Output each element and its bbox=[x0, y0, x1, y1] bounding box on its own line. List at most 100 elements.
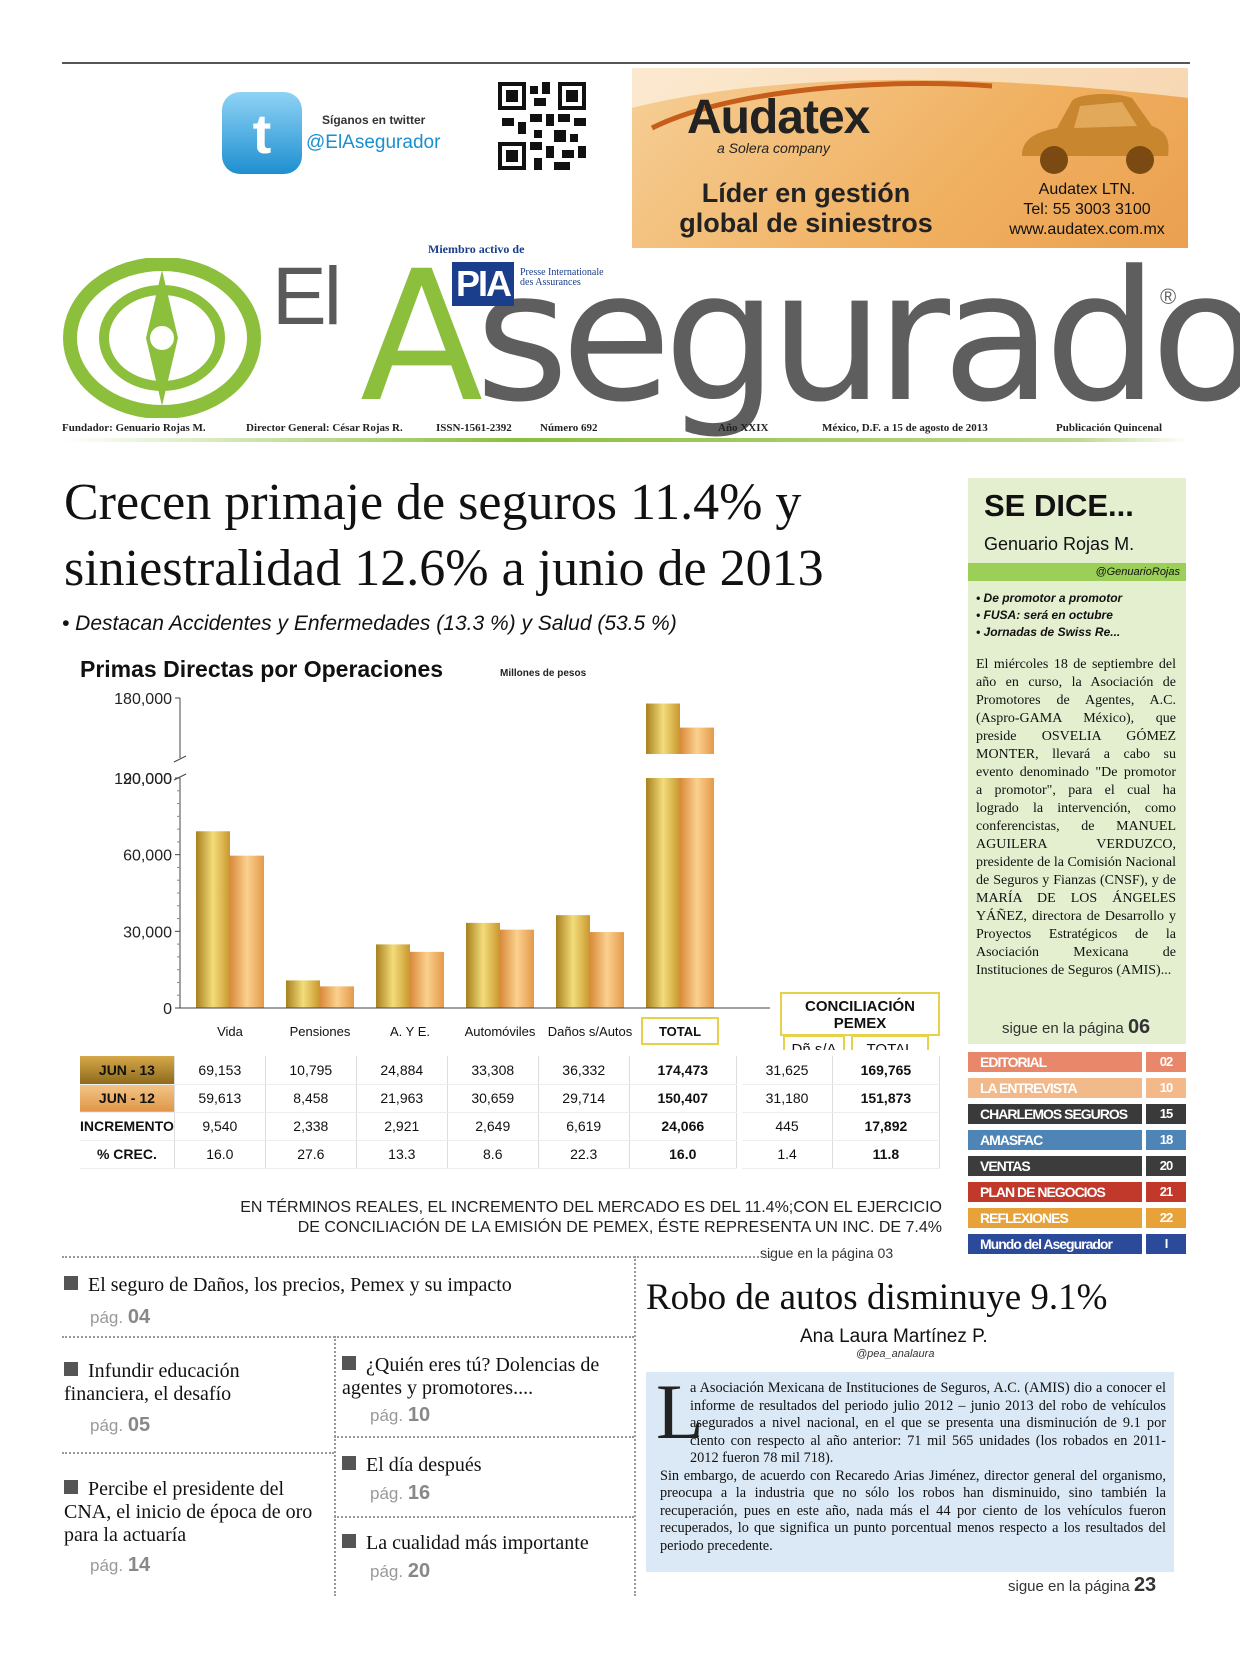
page-number: 14 bbox=[127, 1554, 151, 1576]
issue-number: Número 692 bbox=[540, 422, 598, 434]
ad-slogan: Líder en gestión global de siniestros bbox=[656, 178, 956, 238]
table-row: JUN - 13 69,153 10,795 24,884 33,308 36,332 17… bbox=[80, 1056, 941, 1085]
x-category-label: A. Y E. bbox=[390, 1024, 430, 1039]
table-cell: 29,714 bbox=[538, 1084, 630, 1113]
article-link-cna[interactable]: Percibe el presidente del CNA, el inicio… bbox=[64, 1478, 324, 1547]
section-link[interactable]: EDITORIAL 02 bbox=[968, 1052, 1186, 1072]
divider bbox=[334, 1436, 634, 1438]
headline-line-2: siniestralidad 12.6% a junio de 2013 bbox=[64, 540, 824, 597]
ad-subtitle: a Solera company bbox=[717, 140, 830, 156]
twitter-icon[interactable]: t bbox=[222, 92, 302, 174]
bar-jun12-upper bbox=[680, 727, 714, 754]
divider bbox=[334, 1336, 336, 1596]
footnote-line-1: EN TÉRMINOS REALES, EL INCREMENTO DEL ME… bbox=[240, 1199, 942, 1216]
sedice-author: Genuario Rojas M. bbox=[984, 534, 1135, 554]
masthead-title: Asegurador bbox=[360, 248, 1240, 428]
bar-jun12 bbox=[320, 986, 354, 1008]
page-number: 20 bbox=[407, 1560, 431, 1582]
y-tick-label: 0 bbox=[163, 1001, 172, 1018]
article-link-cualidad[interactable]: La cualidad más importante bbox=[342, 1532, 632, 1555]
bar-jun13 bbox=[556, 915, 590, 1008]
frequency: Publicación Quincenal bbox=[1056, 422, 1163, 434]
robo-body: a Asociación Mexicana de Instituciones d… bbox=[660, 1380, 1166, 1555]
section-name: PLAN DE NEGOCIOS bbox=[968, 1182, 1142, 1202]
section-link[interactable]: LA ENTREVISTA 10 bbox=[968, 1078, 1186, 1098]
masthead-el: El bbox=[272, 251, 342, 342]
sedice-bullet: • De promotor a promotor bbox=[976, 591, 1123, 605]
section-link[interactable]: AMASFAC 18 bbox=[968, 1130, 1186, 1150]
article-link-danos[interactable]: El seguro de Daños, los precios, Pemex y… bbox=[64, 1274, 624, 1297]
bar-jun13 bbox=[466, 922, 500, 1008]
table-cell: 2,338 bbox=[265, 1112, 357, 1141]
total-label-box bbox=[641, 1017, 719, 1045]
page-label: pág. bbox=[370, 1562, 404, 1581]
sedice-title[interactable]: SE DICE... bbox=[984, 488, 1134, 523]
page-label: pág. bbox=[90, 1556, 124, 1575]
sedice-continue-text: sigue en la página bbox=[1002, 1020, 1124, 1037]
section-link[interactable]: CHARLEMOS SEGUROS 15 bbox=[968, 1104, 1186, 1124]
x-category-label: Automóviles bbox=[465, 1024, 536, 1039]
robo-paragraph-2: Sin embargo, de acuerdo con Recaredo Ari… bbox=[660, 1467, 1166, 1554]
concil-cell: 31,180 bbox=[742, 1084, 833, 1113]
page-label: pág. bbox=[90, 1416, 124, 1435]
article-page: pág. 14 bbox=[90, 1554, 150, 1577]
sedice-bullet: • FUSA: será en octubre bbox=[976, 608, 1113, 622]
bullet-square-icon bbox=[64, 1480, 78, 1494]
section-page: 18 bbox=[1146, 1130, 1186, 1150]
row-label: INCREMENTO bbox=[80, 1112, 175, 1141]
section-link[interactable]: REFLEXIONES 22 bbox=[968, 1208, 1186, 1228]
article-link-dia-despues[interactable]: El día después bbox=[342, 1454, 628, 1477]
article-link-educacion[interactable]: Infundir educación financiera, el desafí… bbox=[64, 1360, 314, 1406]
footnote-line-2: DE CONCILIACIÓN DE LA EMISIÓN DE PEMEX, … bbox=[297, 1219, 942, 1236]
article-link-quien-eres[interactable]: ¿Quién eres tú? Dolencias de agentes y p… bbox=[342, 1354, 628, 1400]
y-tick-label: 60,000 bbox=[123, 848, 172, 865]
sedice-body: El miércoles 18 de septiembre del año en… bbox=[976, 657, 1176, 978]
page-number: 16 bbox=[407, 1482, 431, 1504]
divider bbox=[634, 1256, 636, 1596]
concil-col-box bbox=[783, 1035, 845, 1050]
robo-paragraph-1: a Asociación Mexicana de Instituciones d… bbox=[690, 1380, 1166, 1466]
concil-cell: 445 bbox=[742, 1112, 833, 1141]
audatex-ad[interactable]: Audatex a Solera company Líder en gestió… bbox=[632, 68, 1188, 248]
bullet-square-icon bbox=[342, 1456, 356, 1470]
table-row: JUN - 12 59,613 8,458 21,963 30,659 29,714 150… bbox=[80, 1084, 941, 1113]
compass-emblem-icon bbox=[63, 258, 261, 418]
robo-dropcap: L bbox=[656, 1368, 704, 1455]
x-category-label: Daños s/Autos bbox=[548, 1024, 633, 1039]
twitter-handle[interactable]: @ElAsegurador bbox=[306, 132, 441, 153]
section-link[interactable]: PLAN DE NEGOCIOS 21 bbox=[968, 1182, 1186, 1202]
continue-page-03[interactable]: sigue en la página 03 bbox=[760, 1245, 894, 1261]
sedice-continue-link[interactable]: sigue en la página 06 bbox=[1002, 1016, 1150, 1039]
table-cell: 24,884 bbox=[356, 1056, 448, 1085]
bar-jun13 bbox=[646, 778, 680, 1008]
page-number: 04 bbox=[127, 1306, 151, 1328]
concil-cell: 151,873 bbox=[832, 1084, 941, 1113]
robo-continue-link[interactable]: sigue en la página 23 bbox=[1008, 1574, 1156, 1597]
section-link[interactable]: Mundo del Asegurador I bbox=[968, 1234, 1186, 1254]
section-link[interactable]: VENTAS 20 bbox=[968, 1156, 1186, 1176]
page-label: pág. bbox=[370, 1484, 404, 1503]
car-icon bbox=[1022, 94, 1169, 174]
main-headline[interactable]: Crecen primaje de seguros 11.4% y sinies… bbox=[64, 470, 944, 602]
ad-contact-url[interactable]: www.audatex.com.mx bbox=[1009, 221, 1165, 238]
article-title: Infundir educación financiera, el desafí… bbox=[64, 1360, 240, 1405]
table-cell: 59,613 bbox=[174, 1084, 266, 1113]
divider bbox=[62, 1452, 334, 1454]
bar-jun12 bbox=[410, 951, 444, 1008]
article-page: pág. 10 bbox=[370, 1404, 430, 1427]
chart-footnote: EN TÉRMINOS REALES, EL INCREMENTO DEL ME… bbox=[190, 1198, 942, 1238]
table-cell: 33,308 bbox=[447, 1056, 539, 1085]
concil-cell: 11.8 bbox=[832, 1140, 941, 1169]
robo-headline[interactable]: Robo de autos disminuye 9.1% bbox=[646, 1277, 1108, 1318]
table-cell: 24,066 bbox=[629, 1112, 737, 1141]
top-rule bbox=[62, 62, 1190, 64]
axis-break-mark bbox=[173, 773, 187, 781]
sedice-bullet: • Jornadas de Swiss Re... bbox=[976, 625, 1121, 639]
twitter-follow-text: Síganos en twitter bbox=[322, 113, 426, 127]
ad-contact-line-1: Audatex LTN. bbox=[1038, 181, 1136, 198]
qr-code-icon[interactable] bbox=[498, 82, 586, 170]
subheadline: • Destacan Accidentes y Enfermedades (13… bbox=[62, 612, 677, 635]
chart-title: Primas Directas por Operaciones bbox=[80, 656, 444, 682]
section-page: 15 bbox=[1146, 1104, 1186, 1124]
article-title: La cualidad más importante bbox=[366, 1532, 589, 1554]
